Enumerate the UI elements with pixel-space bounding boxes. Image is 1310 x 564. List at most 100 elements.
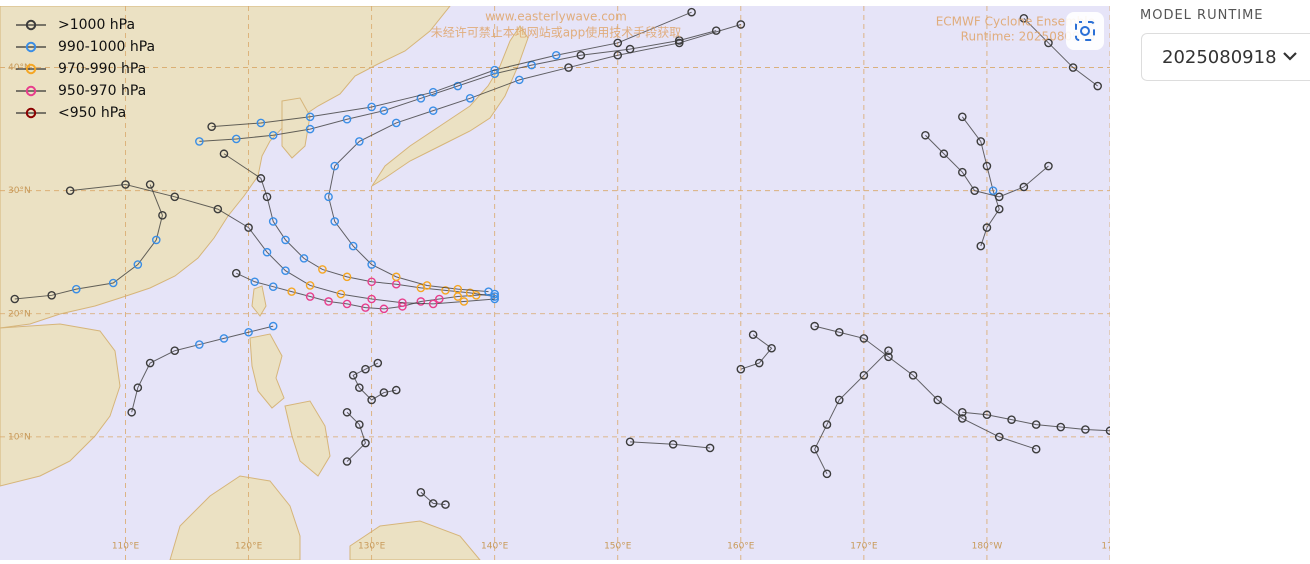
track-point: [391, 385, 401, 395]
track-point: [859, 371, 869, 380]
legend-label: <950 hPa: [58, 105, 126, 121]
track-point: [391, 118, 401, 128]
track-point: [810, 321, 819, 331]
track-point: [428, 299, 438, 309]
track-point: [748, 330, 758, 340]
track-point: [435, 294, 444, 304]
track-point: [1019, 14, 1029, 23]
track-point: [576, 50, 586, 60]
track-point: [884, 346, 893, 356]
track-point: [428, 106, 438, 115]
track-point: [219, 149, 229, 159]
legend-marker: [25, 41, 37, 53]
runtime-select[interactable]: 2025080918: [1141, 33, 1310, 81]
track-point: [1031, 444, 1041, 454]
track-point: [736, 364, 746, 374]
track-point: [373, 358, 383, 368]
track-point: [71, 284, 81, 294]
legend-label: 990-1000 hPa: [58, 39, 155, 55]
track-point: [299, 254, 309, 263]
track-point: [231, 268, 241, 278]
track-point: [268, 321, 278, 331]
track-point: [133, 383, 143, 392]
track-point: [367, 294, 376, 304]
track-point: [108, 278, 118, 288]
lat-tick-label: 10°N: [8, 432, 31, 442]
legend-marker: [25, 85, 37, 97]
track-point: [305, 292, 315, 301]
legend-label: 950-970 hPa: [58, 83, 146, 99]
legend-marker: [25, 63, 37, 75]
land: [0, 6, 529, 560]
track-point: [422, 281, 432, 290]
track-point: [268, 282, 278, 291]
track-point: [127, 407, 136, 417]
lon-tick-label: 170°E: [850, 542, 878, 552]
track-line: [925, 134, 1049, 198]
lon-tick-label: 170: [1101, 542, 1110, 552]
track-point: [674, 38, 684, 48]
track-point: [342, 407, 352, 417]
track-point: [711, 26, 721, 35]
track-point: [884, 352, 893, 362]
track-point: [262, 192, 272, 202]
track-point: [379, 106, 389, 115]
lon-tick-label: 120°E: [235, 542, 263, 552]
track-point: [355, 420, 364, 429]
track-point: [65, 186, 75, 195]
track-point: [355, 137, 364, 146]
track-point: [834, 395, 844, 405]
track-point: [428, 499, 438, 508]
track-line: [814, 325, 1037, 450]
track-point: [281, 235, 290, 245]
track-point: [330, 161, 340, 171]
lon-tick-label: 130°E: [358, 542, 386, 552]
track-point: [1044, 161, 1053, 171]
track-point: [1044, 38, 1053, 48]
track-point: [668, 439, 678, 449]
track-point: [195, 137, 204, 146]
track-point: [958, 414, 967, 423]
track-line: [328, 23, 741, 293]
track-point: [324, 192, 333, 202]
track-point: [994, 192, 1004, 202]
track-point: [613, 50, 623, 60]
chevron: [1283, 52, 1297, 61]
focus-button[interactable]: [1066, 12, 1104, 50]
focus-dot: [1080, 26, 1090, 36]
track-point: [441, 286, 450, 295]
track-point: [453, 284, 463, 294]
track-point: [1105, 426, 1110, 436]
track-point: [305, 281, 315, 290]
track-point: [367, 395, 376, 405]
track-point: [465, 94, 475, 103]
track-point: [613, 38, 623, 48]
track-point: [213, 204, 223, 214]
focus-bg[interactable]: [1066, 12, 1104, 50]
track-point: [262, 247, 272, 257]
track-point: [367, 277, 376, 287]
track-point: [958, 167, 967, 177]
track-point: [219, 334, 229, 343]
track-point: [348, 241, 358, 251]
track-point: [361, 364, 370, 374]
track-line: [961, 116, 1000, 247]
track-point: [145, 358, 155, 368]
credit-text: ECMWF Cyclone Ensemble: [936, 15, 1095, 29]
lon-tick-label: 160°E: [727, 542, 755, 552]
track-point: [908, 371, 918, 380]
track-point: [287, 287, 296, 296]
track-point: [705, 443, 715, 453]
track-point: [859, 334, 869, 343]
track-point: [754, 358, 764, 368]
track-point: [822, 420, 832, 429]
watermark: www.easterlywave.com未经许可禁止本地网站或app使用技术手段…: [431, 10, 682, 40]
track-point: [305, 112, 315, 122]
track-point: [348, 371, 358, 380]
legend-marker: [25, 19, 37, 31]
legend: >1000 hPa 990-1000 hPa 970-990 hPa 950-970 …: [16, 17, 155, 121]
track-point: [158, 210, 167, 220]
track-point: [342, 272, 352, 282]
